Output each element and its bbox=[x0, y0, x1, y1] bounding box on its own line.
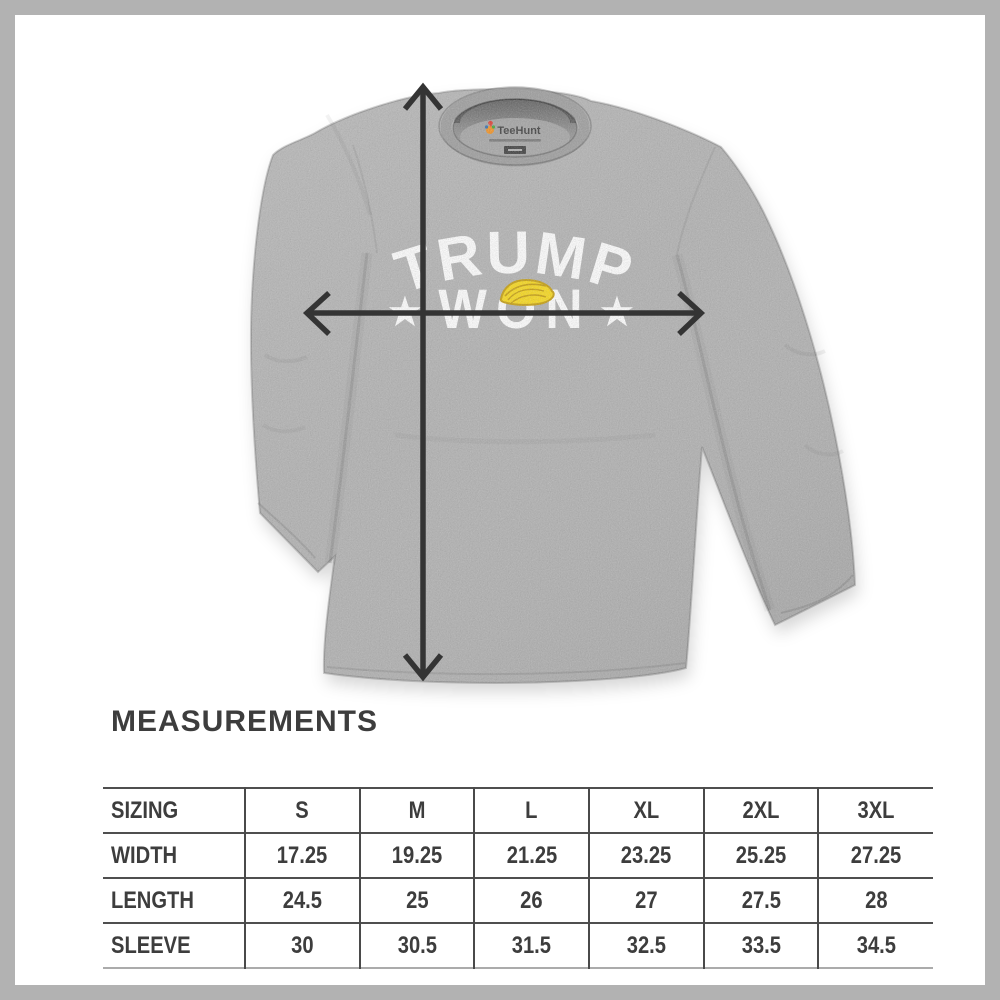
cell-value: 19.25 bbox=[358, 833, 475, 878]
row-sleeve: SLEEVE 30 30.5 31.5 32.5 33.5 34.5 bbox=[103, 923, 933, 968]
heather-texture bbox=[250, 89, 856, 683]
cell-value: 21.25 bbox=[473, 833, 589, 878]
header-size-2xl: 2XL bbox=[702, 788, 819, 833]
cell-value: 27.25 bbox=[817, 833, 933, 878]
cell-value: 34.5 bbox=[817, 923, 933, 968]
row-length: LENGTH 24.5 25 26 27 27.5 28 bbox=[103, 878, 933, 923]
row-label: LENGTH bbox=[111, 886, 194, 914]
row-width: WIDTH 17.25 19.25 21.25 23.25 25.25 27.2… bbox=[103, 833, 933, 878]
row-label: SLEEVE bbox=[111, 931, 191, 959]
size-chart-table: SIZING S M L XL 2XL 3XL WIDTH 17.25 19.2… bbox=[103, 787, 933, 969]
header-size-3xl: 3XL bbox=[817, 788, 933, 833]
header-size-m: M bbox=[358, 788, 475, 833]
shirt-image: TeeHunt TRUMP WON ★ ★ bbox=[249, 82, 857, 684]
cell-value: 24.5 bbox=[244, 878, 360, 923]
cell-value: 32.5 bbox=[587, 923, 704, 968]
header-size-s: S bbox=[244, 788, 360, 833]
measurement-arrows bbox=[302, 82, 706, 682]
table-header-row: SIZING S M L XL 2XL 3XL bbox=[103, 788, 933, 833]
cell-value: 31.5 bbox=[473, 923, 589, 968]
shirt-graphic: TeeHunt TRUMP WON ★ ★ bbox=[249, 82, 857, 684]
cell-value: 26 bbox=[473, 878, 589, 923]
row-label: WIDTH bbox=[111, 841, 178, 869]
cell-value: 30.5 bbox=[358, 923, 475, 968]
length-arrow bbox=[402, 82, 444, 682]
cell-value: 23.25 bbox=[587, 833, 704, 878]
cell-value: 25.25 bbox=[702, 833, 819, 878]
measurements-heading: MEASUREMENTS bbox=[111, 705, 379, 738]
header-size-xl: XL bbox=[587, 788, 704, 833]
header-sizing: SIZING bbox=[111, 796, 179, 824]
cell-value: 27 bbox=[587, 878, 704, 923]
cell-value: 25 bbox=[358, 878, 475, 923]
width-arrow bbox=[302, 290, 706, 336]
header-size-l: L bbox=[473, 788, 589, 833]
cell-value: 17.25 bbox=[244, 833, 360, 878]
cell-value: 30 bbox=[244, 923, 360, 968]
cell-value: 33.5 bbox=[702, 923, 819, 968]
cell-value: 27.5 bbox=[702, 878, 819, 923]
cell-value: 28 bbox=[817, 878, 933, 923]
